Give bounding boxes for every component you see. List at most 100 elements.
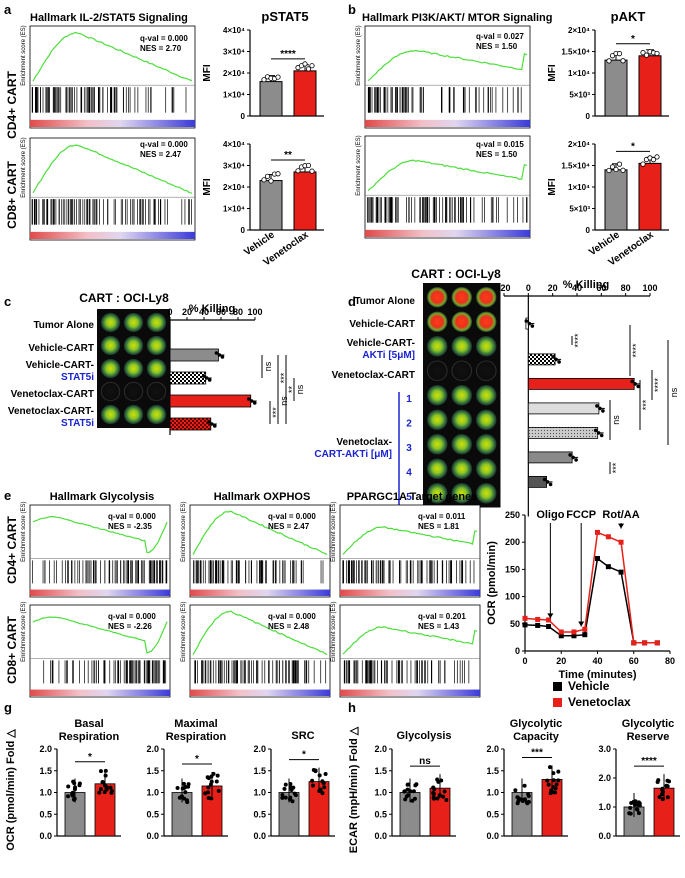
gsea-plot: Enrichment score (ES) xyxy=(21,502,171,598)
panel-letter-g: g xyxy=(4,700,12,715)
x-tick-label: 20 xyxy=(548,283,558,293)
series-point xyxy=(654,640,660,646)
row-label: Venetoclax-CART xyxy=(332,370,415,381)
culture-well xyxy=(426,433,448,455)
data-point xyxy=(650,157,657,163)
y-tick-label: 200 xyxy=(505,537,520,547)
y-tick-label: 50 xyxy=(510,619,520,629)
gsea-qval: q-val = 0.000 xyxy=(268,612,316,621)
bar-vehicle xyxy=(259,180,283,231)
x-tick-label: 100 xyxy=(247,307,262,317)
culture-well xyxy=(475,360,497,382)
data-point xyxy=(636,384,640,389)
culture-well xyxy=(100,358,121,379)
data-point xyxy=(527,321,532,326)
y-tick-label: 1×10⁴ xyxy=(223,91,245,100)
rank-gradient xyxy=(190,589,330,596)
chart-title: Basal xyxy=(74,718,103,730)
y-tick-label: 0.0 xyxy=(253,831,266,841)
culture-well xyxy=(451,311,473,333)
row-sublabel: CART-AKTi [μM] xyxy=(314,449,392,460)
gsea-titles-e: Hallmark Glycolysis Hallmark OXPHOS PPARGC… xyxy=(50,491,478,503)
data-point xyxy=(609,164,616,170)
gsea-qval: q-val = 0.000 xyxy=(268,512,316,521)
row-label: Venetoclax-CART xyxy=(11,389,94,400)
y-tick-label: 0.5 xyxy=(486,809,499,819)
injection-label: FCCP xyxy=(566,509,596,521)
data-point xyxy=(599,433,604,438)
row-label: Tumor Alone xyxy=(33,320,94,331)
y-tick-label: 2.0 xyxy=(598,773,611,783)
data-point xyxy=(657,795,662,800)
data-point xyxy=(551,355,555,359)
data-point xyxy=(261,77,267,83)
y-tick-label: 0 xyxy=(515,646,520,656)
data-point xyxy=(551,785,556,790)
series-point xyxy=(605,534,611,540)
data-point xyxy=(437,793,442,798)
y-tick-label: 1.0 xyxy=(598,802,611,812)
culture-well xyxy=(123,335,144,356)
data-point xyxy=(574,458,578,462)
gsea-qval-a1: q-val = 0.000 xyxy=(140,34,188,43)
series-point xyxy=(571,629,577,635)
data-point xyxy=(444,798,449,803)
data-point xyxy=(546,782,551,787)
gsea-qval: q-val = 0.000 xyxy=(108,612,156,621)
data-point xyxy=(268,178,274,184)
bar-vehicle xyxy=(259,81,283,117)
culture-well xyxy=(475,409,497,431)
data-point xyxy=(548,482,553,487)
dose-label: 2 xyxy=(406,419,412,430)
x-tick-label: -20 xyxy=(497,283,510,293)
mfi-label: MFI xyxy=(547,64,558,81)
sig-marker: **** xyxy=(573,333,583,348)
data-point xyxy=(183,790,188,795)
chart-title: Glycolysis xyxy=(396,730,451,742)
y-tick-label: 2×10⁴ xyxy=(223,69,245,78)
rank-gradient xyxy=(190,689,330,696)
data-point xyxy=(547,765,552,770)
sig-marker: *** xyxy=(611,462,621,473)
x-tick-label: 100 xyxy=(642,283,657,293)
y-tick-label: 0.5 xyxy=(39,809,52,819)
ylabel-h: ECAR (mpH/min) Fold △ xyxy=(348,726,360,853)
data-point xyxy=(246,397,251,401)
x-tick-label: 20 xyxy=(182,307,192,317)
data-point xyxy=(206,796,211,801)
es-curve xyxy=(192,610,328,656)
culture-well xyxy=(451,433,473,455)
es-curve xyxy=(32,616,168,654)
chart-title: Reserve xyxy=(627,731,670,743)
panel-letter-d: d xyxy=(348,294,356,309)
data-point xyxy=(441,794,446,799)
data-point xyxy=(179,795,184,800)
series-point xyxy=(618,539,624,545)
title-c: CART : OCI-Ly8 xyxy=(79,291,169,305)
data-point xyxy=(660,787,665,792)
culture-well xyxy=(451,286,473,308)
y-tick-label: 250 xyxy=(505,510,520,520)
data-point xyxy=(406,793,411,798)
data-point xyxy=(640,50,646,56)
y-tick-label: 2.0 xyxy=(486,744,499,754)
culture-well xyxy=(146,312,167,333)
gsea-title: PPARGC1A Target genes xyxy=(347,491,478,503)
series-point xyxy=(582,632,588,638)
culture-well xyxy=(146,335,167,356)
data-point xyxy=(571,455,575,460)
y-axis-label: OCR (pmol/min) xyxy=(486,541,498,625)
data-point xyxy=(220,355,225,359)
data-point xyxy=(207,378,212,382)
killing-bar xyxy=(527,451,573,464)
data-point xyxy=(620,58,626,64)
data-point xyxy=(72,787,77,792)
killing-bar xyxy=(169,371,207,385)
data-point xyxy=(288,785,293,790)
series-point xyxy=(522,622,528,628)
panel-letter-c: c xyxy=(4,294,11,309)
y-tick-label: 3×10⁴ xyxy=(223,162,245,171)
es-curve xyxy=(367,49,528,82)
data-point xyxy=(595,404,599,408)
well-image-d xyxy=(423,283,501,508)
